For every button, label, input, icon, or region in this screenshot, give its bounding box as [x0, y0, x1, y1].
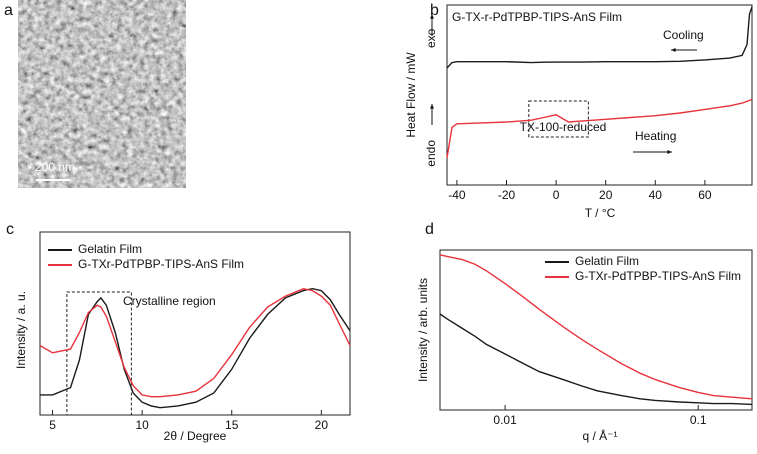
annotation: endo [424, 140, 438, 167]
y-axis-label: Intensity / a. u. [14, 291, 28, 369]
plot-frame [446, 4, 753, 186]
data-line [439, 254, 753, 400]
annotation: Cooling [663, 28, 704, 42]
x-tick-label: 0.01 [493, 413, 517, 427]
arrow-head [671, 48, 676, 52]
data-line [446, 6, 753, 69]
chart-title: G-TX-r-PdTPBP-TIPS-AnS Film [452, 10, 622, 24]
x-axis-label: 2θ / Degree [164, 429, 227, 443]
data-line [439, 313, 753, 406]
x-tick-label: 20 [599, 188, 613, 202]
legend-label: G-TXr-PdTPBP-TIPS-AnS Film [78, 257, 244, 271]
arrow-head [430, 14, 434, 19]
plot-frame [39, 231, 351, 416]
x-tick-label: 0 [553, 188, 560, 202]
x-axis-label: q / Å⁻¹ [582, 428, 617, 443]
x-axis-label: T / °C [585, 206, 616, 220]
panel-label: d [425, 221, 434, 238]
legend-label: Gelatin Film [78, 242, 142, 256]
legend-label: G-TXr-PdTPBP-TIPS-AnS Film [575, 269, 741, 283]
plot-frame [439, 249, 753, 411]
panel-label: c [6, 221, 14, 238]
y-axis-label: Intensity / arb. units [416, 278, 430, 382]
annotation: TX-100-reduced [520, 120, 607, 134]
x-tick-label: 40 [649, 188, 663, 202]
x-tick-label: 20 [315, 418, 329, 432]
x-tick-label: 60 [698, 188, 712, 202]
arrow-head [667, 150, 672, 154]
data-line [39, 287, 351, 398]
annotation: Crystalline region [123, 294, 216, 308]
y-axis-label: Heat Flow / mW [404, 52, 418, 138]
x-tick-label: 5 [49, 418, 56, 432]
scale-bar-label: 200 nm [35, 160, 75, 174]
x-tick-label: 0.1 [690, 413, 707, 427]
highlight-box [66, 291, 132, 416]
sem-texture [18, 0, 186, 188]
x-tick-label: -20 [498, 188, 516, 202]
panel-label: a [4, 2, 13, 19]
arrow-head [430, 104, 434, 109]
legend-label: Gelatin Film [575, 254, 639, 268]
x-tick-label: -40 [448, 188, 466, 202]
highlight-box [528, 100, 589, 138]
data-line [446, 98, 753, 159]
annotation: exo [424, 28, 438, 48]
x-tick-label: 15 [225, 418, 239, 432]
x-tick-label: 10 [135, 418, 149, 432]
panel-label: b [430, 2, 439, 19]
annotation: Heating [635, 129, 676, 143]
